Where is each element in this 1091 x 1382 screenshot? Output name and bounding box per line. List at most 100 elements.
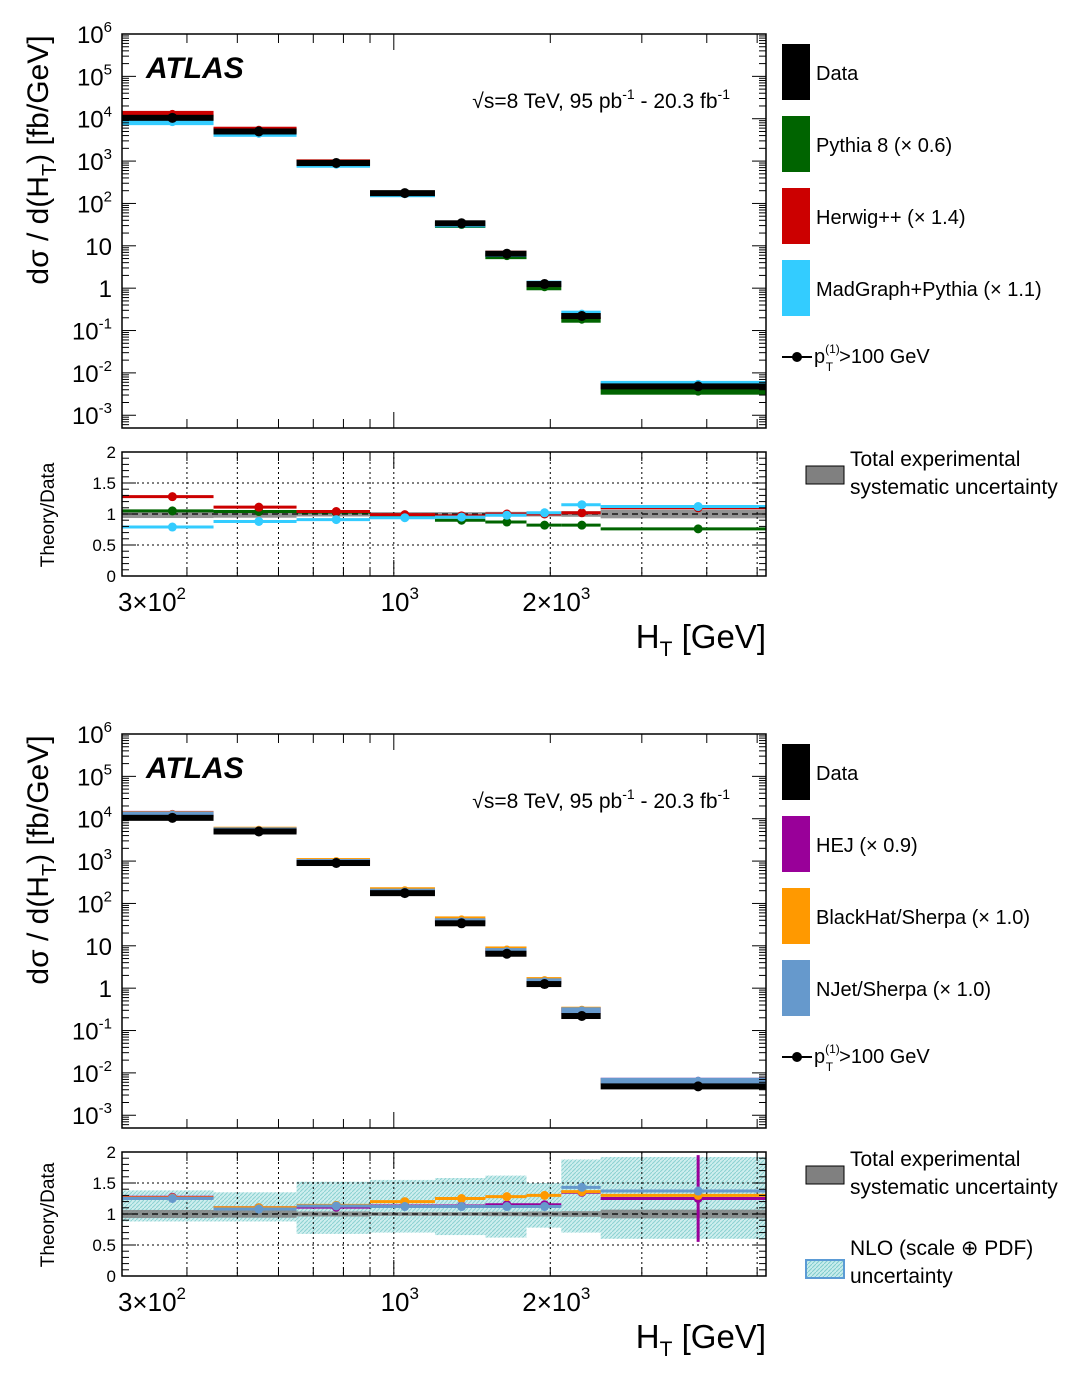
- x-tick-exp: 2: [177, 584, 186, 603]
- data-point: [456, 218, 467, 229]
- y-axis-title: dσ / d(HT) [fb/GeV]: [22, 735, 61, 984]
- ratio-series-point: [167, 522, 177, 532]
- legend: Data Pythia 8 (× 0.6) Herwig++ (× 1.4) MadG…: [782, 44, 1058, 499]
- legend-nlo-line2: uncertainty: [850, 1265, 953, 1288]
- x-title-sub: T: [660, 638, 673, 661]
- ratio-y-title: Theory/Data: [38, 1162, 59, 1267]
- cut-sub: T: [826, 360, 834, 374]
- legend-marker-point: [792, 1052, 802, 1062]
- y-tick-base: 10: [77, 191, 104, 218]
- plot-group: 10610510410310210110-110-210-300.511.523…: [22, 19, 1058, 661]
- legend-syst-line1: Total experimental: [850, 448, 1020, 471]
- y-tick-exp: 3: [104, 846, 112, 863]
- ratio-series-point: [167, 492, 177, 502]
- y-tick-label: 105: [77, 61, 112, 91]
- y-tick-label: 10: [85, 934, 112, 961]
- energy-sup: -1: [622, 86, 635, 102]
- ratio-y-tick-label: 1: [107, 1205, 116, 1224]
- y-tick-base: 10: [77, 107, 104, 134]
- axis-ticks: [121, 33, 766, 577]
- plot-group: 10610510410310210110-110-210-300.511.523…: [22, 719, 1058, 1361]
- ratio-y-tick-label: 1.5: [92, 474, 116, 493]
- legend-swatch: [782, 260, 810, 316]
- ratio-y-tick-label: 0.5: [92, 1236, 116, 1255]
- ratio-series-point: [540, 520, 550, 530]
- ratio-series-point: [693, 524, 703, 534]
- ratio-series-point: [540, 1190, 550, 1200]
- y-tick-base: 10: [72, 361, 99, 388]
- data-point: [693, 1081, 704, 1092]
- data-bar: [600, 1083, 766, 1090]
- y-tick-label: 102: [77, 188, 112, 218]
- y-title-main: dσ / d(H: [22, 176, 55, 285]
- y-tick-exp: 3: [104, 146, 112, 163]
- y-tick-exp: 6: [104, 19, 112, 36]
- y-tick-base: 1: [99, 976, 112, 1003]
- ratio-series-point: [331, 507, 341, 517]
- x-tick-label: 103: [381, 1284, 419, 1317]
- legend-label: BlackHat/Sherpa (× 1.0): [816, 907, 1030, 929]
- x-tick-label: 2×103: [522, 584, 590, 617]
- main-series-bar: [600, 388, 766, 395]
- ratio-series-point: [502, 1192, 512, 1202]
- cut-post: >100 GeV: [839, 346, 930, 368]
- y-tick-label: 104: [77, 104, 112, 134]
- x-tick-base: 10: [381, 587, 410, 617]
- legend-label: Herwig++ (× 1.4): [816, 207, 966, 229]
- ratio-series-point: [577, 508, 587, 518]
- y-tick-base: 10: [72, 1019, 99, 1046]
- data-point: [501, 248, 512, 259]
- legend-label: Pythia 8 (× 0.6): [816, 135, 952, 157]
- ratio-series-point: [457, 1202, 467, 1212]
- y-tick-exp: 4: [104, 104, 112, 121]
- ratio-y-tick-label: 2: [107, 1143, 116, 1162]
- main-series-2: [122, 810, 766, 1085]
- cut-sub: T: [826, 1060, 834, 1074]
- x-tick-base: 2×10: [522, 587, 581, 617]
- y-tick-label: 10-3: [72, 400, 112, 430]
- y-title-unit: ) [fb/GeV]: [22, 35, 55, 163]
- data-point: [693, 381, 704, 392]
- ratio-series-point: [502, 517, 512, 527]
- y-tick-label: 105: [77, 761, 112, 791]
- main-series-bar: [122, 119, 214, 126]
- legend-swatch: [782, 744, 810, 800]
- energy-sup: -1: [622, 786, 635, 802]
- ratio-series-point: [254, 1204, 264, 1214]
- y-tick-base: 10: [85, 934, 112, 961]
- cut-post: >100 GeV: [839, 1046, 930, 1068]
- y-tick-label: 106: [77, 719, 112, 749]
- syst-band-bin: [434, 1212, 486, 1216]
- y-tick-base: 10: [77, 849, 104, 876]
- x-tick-exp: 3: [410, 584, 419, 603]
- cut-sup: (1): [825, 342, 840, 356]
- ratio-series-point: [167, 506, 177, 516]
- x-tick-exp: 3: [410, 1284, 419, 1303]
- main-series-1: [122, 810, 766, 1086]
- y-tick-base: 10: [77, 722, 104, 749]
- legend-nlo-swatch: [805, 1259, 845, 1279]
- x-title-sub: T: [660, 1338, 673, 1361]
- x-tick-exp: 3: [581, 1284, 590, 1303]
- chart-panel-top: 106 105 104 103 102 10 1 10-1 10-2 10-3 0 0.5 1 1.5 2 3…: [0, 0, 1091, 677]
- cut-p: p: [814, 346, 825, 368]
- x-title-unit: [GeV]: [672, 618, 766, 655]
- axis-labels: 10610510410310210110-110-210-300.511.523…: [22, 19, 766, 661]
- y-tick-exp: -3: [99, 400, 112, 417]
- energy-text: √s=8 TeV, 95 pb: [472, 90, 622, 113]
- y-tick-exp: 5: [104, 761, 112, 778]
- data-point: [539, 279, 550, 290]
- x-tick-base: 3×10: [118, 587, 177, 617]
- main-series-1: [122, 109, 766, 390]
- y-tick-base: 10: [77, 764, 104, 791]
- legend-marker-point: [792, 352, 802, 362]
- energy-text: - 20.3 fb: [635, 790, 718, 813]
- legend-syst-swatch: [805, 1165, 845, 1185]
- y-tick-label: 1: [99, 976, 112, 1003]
- cut-p: p: [814, 1046, 825, 1068]
- legend-label: MadGraph+Pythia (× 1.1): [816, 279, 1042, 301]
- y-tick-base: 10: [77, 22, 104, 49]
- ratio-series-point: [577, 500, 587, 510]
- ratio-series-point: [577, 1182, 587, 1192]
- legend-label: Data: [816, 63, 859, 85]
